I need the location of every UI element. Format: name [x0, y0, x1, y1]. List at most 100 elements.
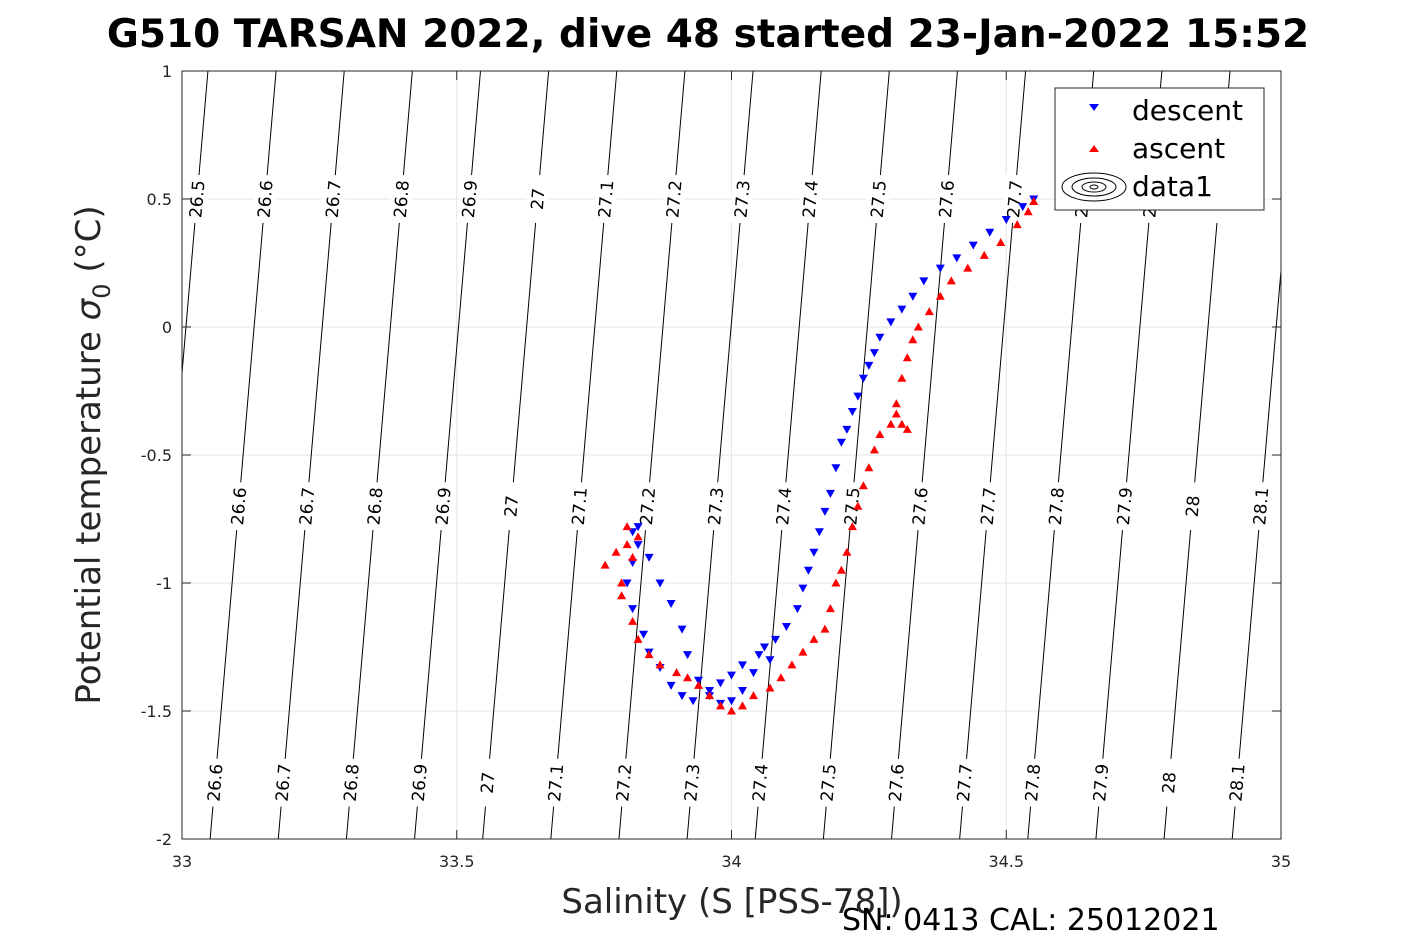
ascent-point: [820, 624, 830, 633]
ascent-point: [875, 430, 885, 439]
contour-label-bg: [1247, 481, 1274, 532]
x-tick-label: 33.5: [439, 852, 475, 871]
contour-label-bg: [678, 757, 705, 808]
ascent-point: [1029, 197, 1039, 206]
contour-label-bg: [293, 481, 320, 532]
descent-point: [655, 579, 665, 588]
y-tick-label: -1: [156, 574, 172, 593]
y-tick-label: 0: [162, 318, 172, 337]
contour-label: 27.3: [705, 487, 728, 526]
ascent-point: [727, 706, 736, 715]
ascent-point: [622, 522, 632, 531]
ascent-point: [924, 307, 934, 316]
ascent-point: [897, 419, 907, 428]
y-tick-label: -0.5: [141, 446, 172, 465]
contour-label-bg: [592, 174, 619, 224]
descent-point: [935, 264, 945, 273]
contour-label-bg: [838, 481, 865, 532]
descent-point: [677, 625, 687, 634]
contour-label-bg: [1179, 481, 1206, 532]
contour-label-bg: [542, 757, 569, 808]
descent-point: [798, 584, 808, 593]
descent-point: [897, 305, 907, 314]
contour-label: 27: [478, 771, 500, 794]
contour-label: 28.1: [1226, 763, 1249, 802]
legend-ascent-marker: [1089, 145, 1099, 152]
y-tick-label: -2: [156, 830, 172, 849]
descent-point: [886, 318, 896, 327]
descent-point: [759, 643, 769, 652]
ascent-point: [617, 578, 627, 587]
descent-point: [869, 349, 879, 358]
contour-label-bg: [338, 757, 365, 808]
contour-label: 27.8: [1046, 487, 1069, 526]
descent-point: [633, 541, 643, 550]
contour-label: 27.8: [1022, 763, 1045, 802]
contour-label: 26.8: [341, 763, 364, 802]
y-axis-label-sigma: σ: [69, 297, 109, 320]
ascent-point: [886, 419, 896, 428]
contour-label: 27: [501, 495, 523, 518]
descent-point: [919, 277, 929, 286]
descent-point: [858, 374, 868, 383]
contour-label-bg: [702, 481, 729, 532]
y-axis-label-subscript: 0: [88, 283, 116, 298]
descent-point: [836, 438, 846, 447]
contour-label: 27.7: [1004, 179, 1027, 218]
descent-point: [770, 635, 780, 644]
ascent-point: [628, 616, 638, 625]
descent-point: [727, 697, 736, 706]
ascent-point: [765, 683, 775, 692]
descent-point: [814, 528, 824, 537]
descent-point: [694, 676, 704, 685]
contour-label-bg: [1043, 481, 1070, 532]
contour-label: 27.9: [1090, 763, 1113, 802]
descent-point: [853, 392, 863, 401]
contour-label-bg: [183, 174, 210, 224]
ascent-point: [628, 552, 638, 561]
ascent-point: [809, 634, 819, 643]
contour-label-bg: [634, 481, 661, 532]
descent-point: [985, 228, 995, 237]
axis-ticks: 33 33.5 34 34.5 35 1 0.5 0 -0.5 -1 -1.5 -2: [141, 62, 1291, 871]
contour-label-bg: [815, 757, 842, 808]
ascent-point: [979, 250, 989, 259]
descent-point: [737, 687, 747, 696]
contour-label-bg: [1001, 174, 1028, 224]
descent-point: [688, 697, 698, 706]
contour-label: 27.6: [886, 763, 909, 802]
contour-label: 27.2: [637, 487, 660, 526]
descent-point: [644, 553, 654, 562]
ascent-point: [897, 373, 907, 382]
legend-descent-marker: [1089, 104, 1099, 111]
contour-label: 26.6: [228, 487, 251, 526]
ascent-point: [1023, 207, 1033, 216]
ascent-point: [869, 445, 879, 454]
contour-label: 26.9: [433, 487, 456, 526]
contour-label-bg: [406, 757, 433, 808]
contour-label: 28: [1159, 771, 1181, 794]
contour-label: 26.8: [364, 487, 387, 526]
ascent-point: [737, 701, 747, 710]
x-tick-label: 34.5: [988, 852, 1024, 871]
legend: descent ascent data1: [1054, 87, 1265, 211]
y-tick-label: 1: [162, 62, 172, 81]
contour-label: 27.7: [954, 763, 977, 802]
contour-label-bg: [320, 174, 347, 224]
descent-point: [754, 651, 764, 660]
legend-data1-label: data1: [1132, 170, 1213, 203]
descent-point: [737, 661, 747, 670]
y-axis-label: Potential temperature σ0 (°C): [69, 205, 116, 704]
contour-label-bg: [252, 174, 279, 224]
ascent-point: [913, 322, 923, 331]
series-ascent: [600, 197, 1039, 715]
x-axis-label: Salinity (S [PSS-78]): [561, 882, 902, 922]
serial-calibration-footer: SN: 0413 CAL: 25012021: [842, 903, 1220, 938]
contour-label: 26.9: [409, 763, 432, 802]
ascent-point: [694, 680, 704, 689]
contour-label-bg: [883, 757, 910, 808]
contour-label-bg: [524, 174, 551, 224]
descent-point: [748, 669, 758, 678]
ascent-point: [672, 668, 682, 677]
contour-label-bg: [865, 174, 892, 224]
